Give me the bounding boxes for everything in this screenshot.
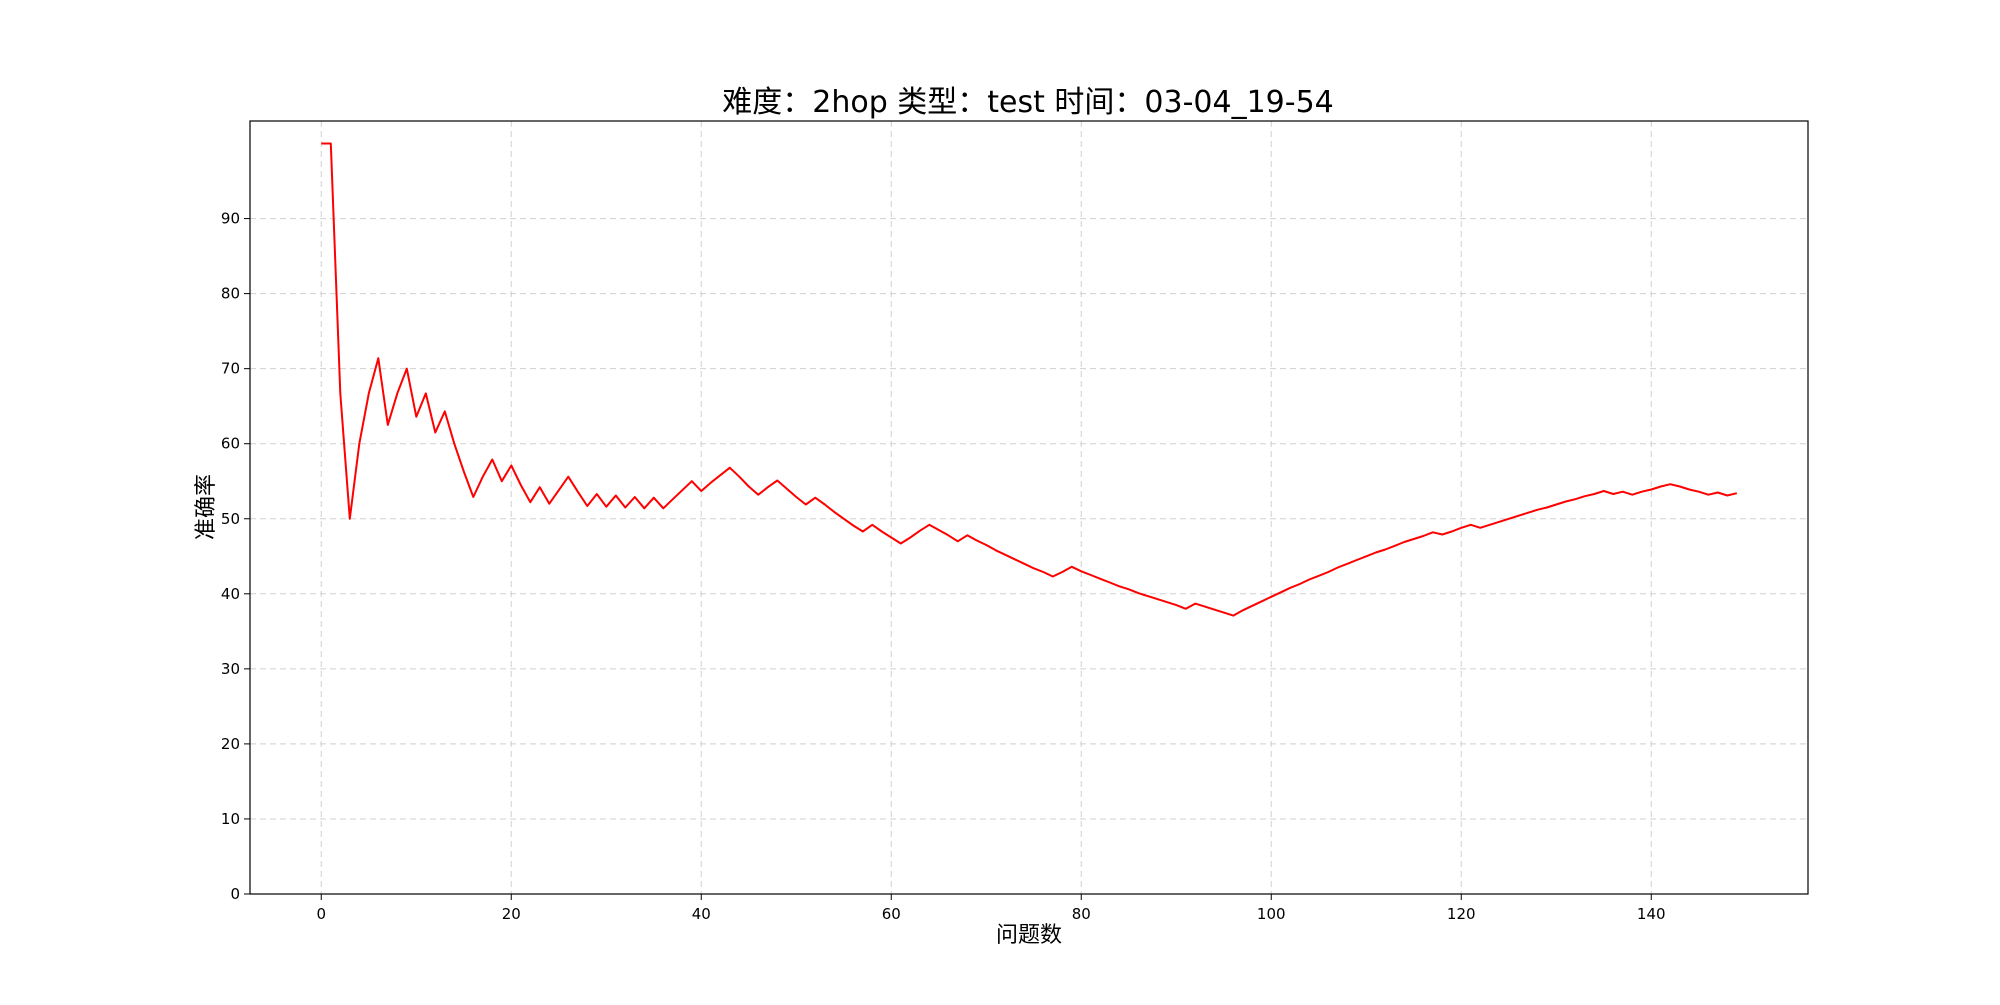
plot-frame [249, 120, 1809, 895]
y-tick-label: 60 [221, 435, 240, 453]
x-tick-label: 140 [1637, 905, 1666, 923]
x-tick-label: 40 [692, 905, 711, 923]
y-tick-label: 30 [221, 660, 240, 678]
y-tick-label: 10 [221, 810, 240, 828]
y-tick-label: 70 [221, 360, 240, 378]
tick-layer: 0 20 40 60 80 100 120 140 0 10 20 30 40 50 60 70 80 90 [221, 210, 1666, 923]
y-tick-label: 90 [221, 210, 240, 228]
y-tick-label: 0 [230, 885, 240, 903]
x-axis-label: 问题数 [996, 923, 1062, 948]
chart-title: 难度：2hop 类型：test 时间：03-04_19-54 [722, 85, 1334, 120]
y-axis-label: 准确率 [194, 474, 219, 540]
y-tick-label: 80 [221, 285, 240, 303]
y-tick-label: 40 [221, 585, 240, 603]
x-tick-label: 80 [1072, 905, 1091, 923]
y-tick-label: 20 [221, 735, 240, 753]
x-tick-label: 20 [502, 905, 521, 923]
x-tick-label: 0 [316, 905, 326, 923]
y-tick-label: 50 [221, 510, 240, 528]
x-tick-label: 120 [1447, 905, 1476, 923]
series-layer [321, 142, 1738, 617]
x-tick-label: 100 [1257, 905, 1286, 923]
series-line [321, 142, 1738, 617]
grid-layer [250, 121, 1808, 895]
x-tick-label: 60 [882, 905, 901, 923]
